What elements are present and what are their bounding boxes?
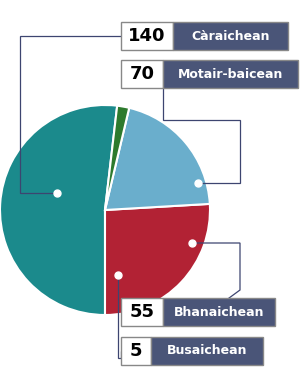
Text: Bhanaichean: Bhanaichean [174, 305, 264, 319]
FancyBboxPatch shape [121, 337, 151, 365]
Text: 70: 70 [130, 65, 154, 83]
FancyBboxPatch shape [163, 298, 275, 326]
Text: Motair-baicean: Motair-baicean [178, 67, 283, 80]
Text: Càraichean: Càraichean [191, 29, 270, 43]
Text: 140: 140 [128, 27, 166, 45]
Wedge shape [105, 108, 210, 210]
FancyBboxPatch shape [121, 298, 163, 326]
Wedge shape [105, 204, 210, 315]
Text: 55: 55 [130, 303, 154, 321]
FancyBboxPatch shape [121, 60, 163, 88]
FancyBboxPatch shape [163, 60, 298, 88]
Text: 5: 5 [130, 342, 142, 360]
Text: Busaichean: Busaichean [167, 344, 247, 358]
Wedge shape [105, 106, 129, 210]
FancyBboxPatch shape [121, 22, 173, 50]
FancyBboxPatch shape [151, 337, 263, 365]
FancyBboxPatch shape [173, 22, 288, 50]
Wedge shape [0, 105, 117, 315]
